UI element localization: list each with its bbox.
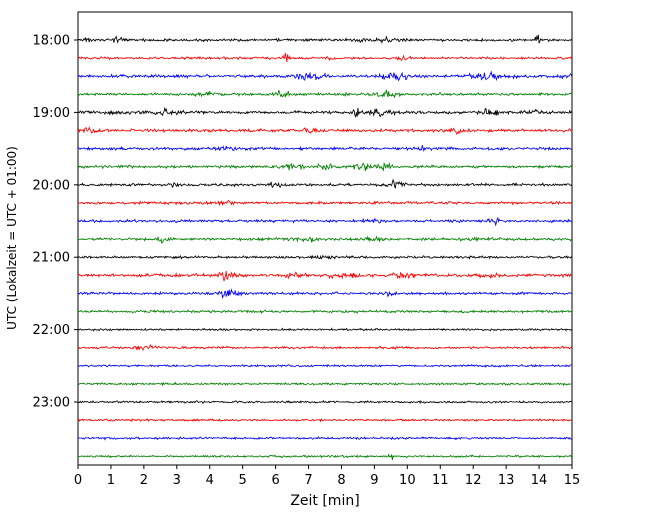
y-tick-label: 21:00 xyxy=(33,251,70,266)
x-tick-label: 9 xyxy=(370,473,378,488)
trace-22:30 xyxy=(77,363,573,368)
trace-21:45 xyxy=(77,309,573,315)
axis-ticks: 0 1 2 3 4 5 6 7 8 9 10 11 12 13 14 1518:0019:0020:0021:… xyxy=(33,34,581,489)
trace-20:15 xyxy=(77,199,573,207)
trace-22:45 xyxy=(77,381,573,387)
x-tick-label: 4 xyxy=(206,473,214,488)
x-tick-label: 5 xyxy=(239,473,247,488)
x-tick-label: 8 xyxy=(337,473,345,488)
x-tick-label: 11 xyxy=(432,473,449,488)
x-tick-label: 6 xyxy=(271,473,279,488)
y-tick-label: 20:00 xyxy=(33,178,70,193)
trace-21:15 xyxy=(77,271,573,282)
trace-19:45 xyxy=(77,162,573,172)
x-tick-label: 1 xyxy=(107,473,115,488)
trace-23:45 xyxy=(77,453,573,461)
seismic-traces xyxy=(77,34,573,461)
trace-18:30 xyxy=(77,70,573,82)
trace-20:30 xyxy=(77,216,573,227)
trace-23:30 xyxy=(77,436,573,441)
trace-19:00 xyxy=(77,106,573,118)
trace-19:30 xyxy=(77,145,572,153)
trace-18:45 xyxy=(77,89,573,99)
trace-20:00 xyxy=(77,178,573,189)
trace-22:00 xyxy=(77,327,573,332)
trace-23:15 xyxy=(77,417,573,423)
x-tick-label: 0 xyxy=(74,473,82,488)
x-axis-label: Zeit [min] xyxy=(290,493,359,509)
x-tick-label: 14 xyxy=(531,473,548,488)
y-tick-label: 22:00 xyxy=(33,323,70,338)
y-tick-label: 23:00 xyxy=(33,396,70,411)
x-tick-label: 3 xyxy=(173,473,181,488)
trace-18:15 xyxy=(77,52,573,62)
x-tick-label: 13 xyxy=(498,473,515,488)
y-axis-label: UTC (Lokalzeit = UTC + 01:00) xyxy=(5,146,19,330)
y-tick-label: 19:00 xyxy=(33,106,70,121)
x-tick-label: 12 xyxy=(465,473,482,488)
trace-22:15 xyxy=(77,343,573,351)
trace-21:30 xyxy=(77,288,573,300)
trace-20:45 xyxy=(77,235,573,244)
trace-19:15 xyxy=(77,126,573,135)
x-tick-label: 15 xyxy=(564,473,581,488)
trace-21:00 xyxy=(77,254,573,260)
trace-18:00 xyxy=(77,34,573,45)
x-tick-label: 10 xyxy=(399,473,416,488)
trace-23:00 xyxy=(77,399,573,405)
y-tick-label: 18:00 xyxy=(33,34,70,49)
x-tick-label: 2 xyxy=(140,473,148,488)
x-tick-label: 7 xyxy=(304,473,312,488)
